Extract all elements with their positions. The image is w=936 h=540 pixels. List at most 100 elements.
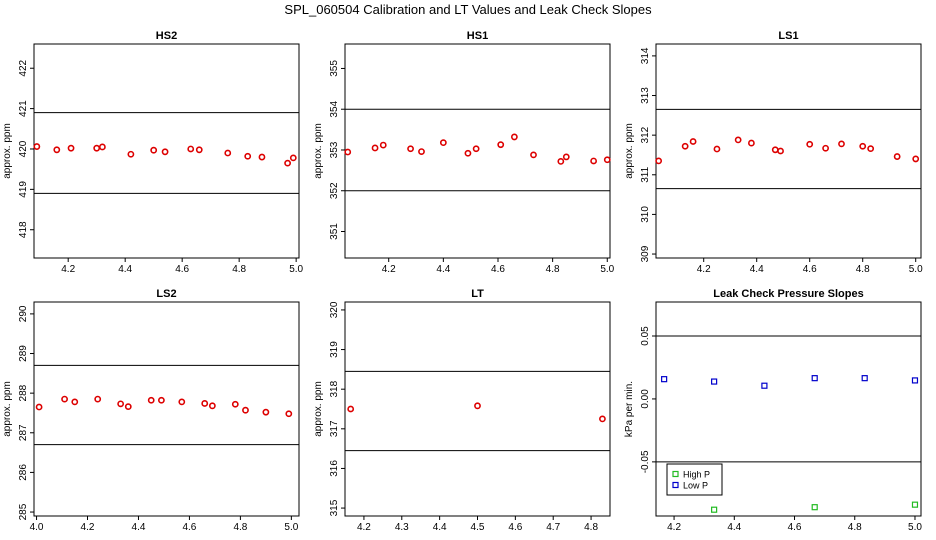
x-tick-label: 4.6 [175,264,189,275]
x-tick-label: 4.6 [803,264,817,275]
data-point [161,148,169,156]
x-tick-label: 4.8 [856,264,870,275]
data-point [124,403,132,411]
data-point [242,406,249,414]
data-point [224,149,232,157]
y-tick-label: 311 [640,166,651,182]
data-point [379,141,387,149]
x-tick-label: 4.4 [436,264,450,275]
x-tick-label: 4.8 [233,522,247,533]
data-point [777,147,784,155]
x-tick-label: 4.8 [232,264,246,275]
y-tick-label: 0.00 [640,389,651,409]
x-tick-label: 5.0 [284,522,298,533]
data-point [562,153,570,161]
x-tick-label: 4.6 [508,522,522,533]
data-point [201,400,209,407]
y-tick-label: 420 [18,140,29,157]
x-tick-label: 4.4 [727,522,741,533]
x-tick-label: 4.7 [546,522,560,533]
data-point [748,139,755,147]
plot-frame [33,301,300,517]
panel-5: Leak Check Pressure Slopes kPa per min. 4.… [624,288,922,533]
data-point [497,141,505,149]
y-axis-label: kPa per min. [624,381,635,437]
data-point [258,153,266,161]
x-tick-label: 4.3 [395,522,409,533]
y-tick-label: 351 [329,223,340,240]
data-point [655,157,663,165]
panel-4: LT approx. ppm 4.2 4.3 4.4 4.5 4.6 4.7 4.8 315 316… [313,288,611,533]
x-tick-label: 4.2 [382,264,396,275]
y-tick-label: 354 [329,100,340,117]
data-point [347,405,355,413]
data-point [761,382,768,389]
y-tick-label: -0.05 [640,450,651,473]
data-point [407,145,414,153]
panel-2: LS1 approx. ppm 4.2 4.4 4.6 4.8 5.0 309 310 311 31… [624,30,923,275]
plot-frame [655,301,922,517]
y-tick-label: 353 [329,141,340,158]
y-tick-label: 286 [18,464,29,481]
y-tick-label: 287 [18,424,29,441]
data-point [661,376,668,383]
x-tick-label: 4.8 [584,522,598,533]
y-tick-label: 315 [329,499,340,516]
panel-title: LT [471,288,484,300]
x-tick-label: 5.0 [908,522,922,533]
y-tick-label: 285 [18,503,29,520]
data-point [711,378,718,385]
data-point [472,145,480,153]
y-tick-label: 421 [18,100,29,117]
legend-swatch [672,470,679,478]
y-axis-label: approx. ppm [2,123,13,179]
panel-title: HS2 [156,30,177,42]
data-point [439,139,447,147]
legend-label: Low P [683,481,708,491]
figure-title: SPL_060504 Calibration and LT Values and… [284,2,652,17]
data-point [811,504,818,511]
x-tick-label: 4.0 [30,522,44,533]
data-point [822,144,829,152]
data-point [530,151,537,159]
x-tick-label: 4.4 [118,264,132,275]
x-tick-label: 5.0 [600,264,614,275]
x-tick-label: 4.6 [491,264,505,275]
data-point [912,155,920,163]
data-point [187,145,195,153]
x-tick-label: 4.2 [697,264,711,275]
y-tick-label: 355 [329,60,340,77]
panel-3: LS2 approx. ppm 4.0 4.2 4.4 4.6 4.8 5.0 285 286 28… [2,288,300,533]
data-point [859,142,867,150]
x-tick-label: 4.6 [182,522,196,533]
data-point [861,375,868,382]
panel-1: HS1 approx. ppm 4.2 4.4 4.6 4.8 5.0 351 352 353 35… [313,30,615,275]
data-point [231,400,239,408]
data-point [603,156,611,164]
data-point [67,144,75,152]
y-axis-label: approx. ppm [313,381,324,437]
y-tick-label: 290 [18,305,29,322]
data-point [150,146,158,154]
legend-label: High P [683,470,710,480]
x-tick-label: 4.4 [132,522,146,533]
x-tick-label: 4.8 [848,522,862,533]
data-point [371,144,379,152]
y-tick-label: 312 [640,126,651,143]
y-axis-label: approx. ppm [2,381,13,437]
y-tick-label: 317 [329,420,340,437]
data-point [713,145,721,153]
y-tick-label: 313 [640,87,651,104]
y-tick-label: 319 [329,341,340,358]
data-point [911,501,919,508]
data-point [681,142,689,150]
y-tick-label: 418 [18,221,29,238]
data-point [35,403,43,411]
data-point [158,396,165,404]
x-tick-label: 4.5 [471,522,485,533]
x-tick-label: 4.2 [667,522,681,533]
data-point [93,144,101,152]
legend-box [666,463,723,496]
data-point [208,402,216,410]
data-point [911,377,919,384]
